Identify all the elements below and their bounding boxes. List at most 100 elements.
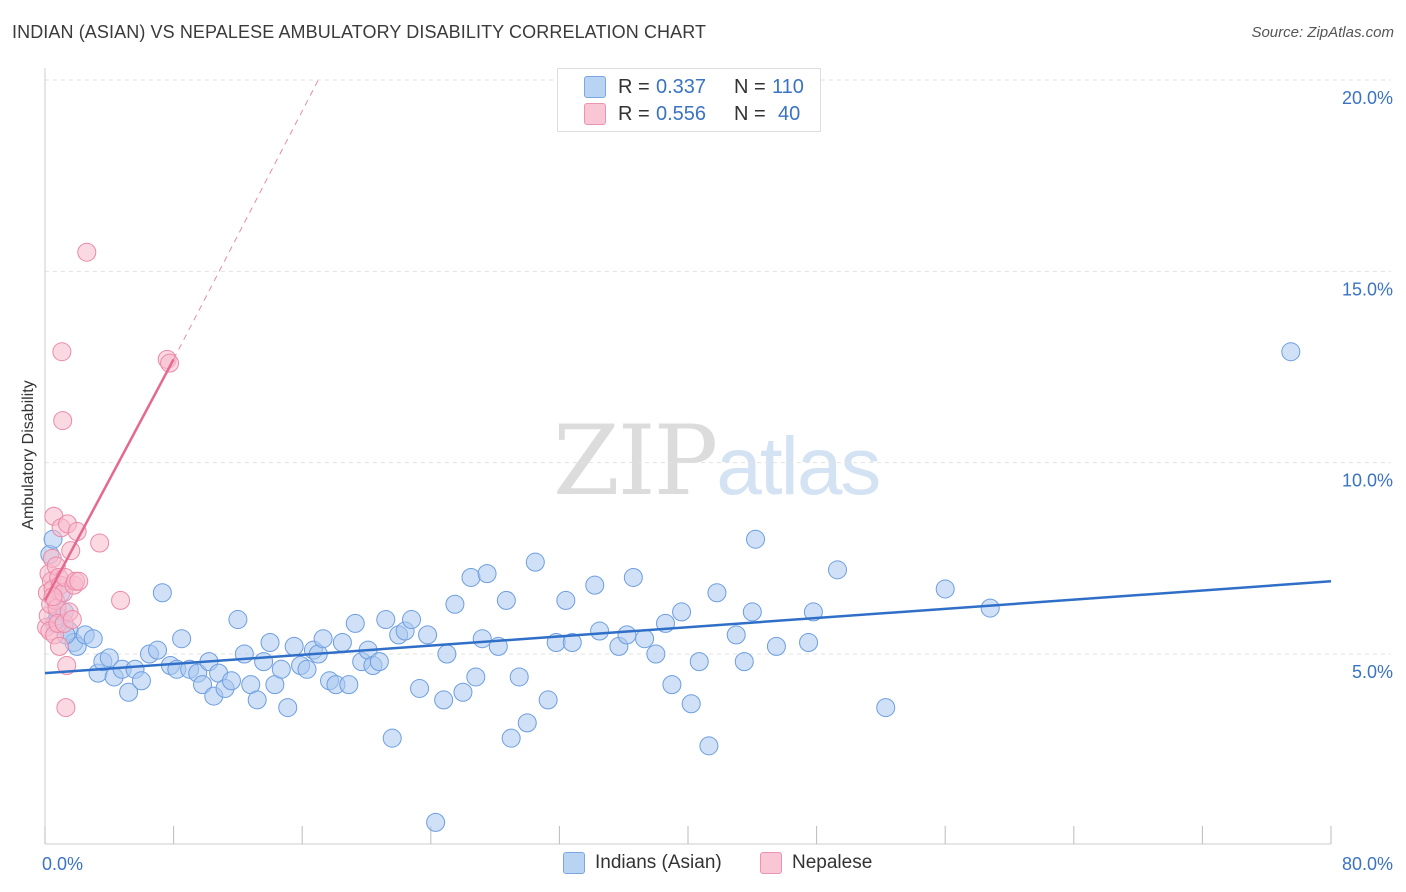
- data-point-indians: [766, 636, 786, 656]
- data-point-indians: [827, 560, 847, 580]
- legend-n-value: 40: [778, 102, 801, 125]
- legend-r-label: R =: [618, 75, 650, 98]
- data-point-indians: [345, 613, 365, 633]
- data-point-indians: [556, 590, 576, 610]
- data-point-indians: [672, 602, 692, 622]
- data-point-nepalese: [62, 610, 82, 630]
- data-point-indians: [119, 682, 139, 702]
- data-point-indians: [742, 602, 762, 622]
- data-point-indians: [382, 728, 402, 748]
- data-point-indians: [699, 736, 719, 756]
- data-point-indians: [689, 652, 709, 672]
- data-point-indians: [538, 690, 558, 710]
- data-point-indians: [152, 583, 172, 603]
- data-point-indians: [402, 610, 422, 630]
- legend-swatch-nepalese: [584, 103, 606, 125]
- bottom-legend-nepalese: Nepalese: [760, 852, 872, 874]
- data-point-indians: [585, 575, 605, 595]
- stats-legend-row-nepalese: R = 0.556 N = 40: [558, 101, 800, 127]
- data-point-indians: [131, 671, 151, 691]
- x-tick-label: 0.0%: [42, 854, 83, 874]
- data-point-indians: [562, 633, 582, 653]
- data-point-indians: [172, 629, 192, 649]
- data-point-indians: [681, 694, 701, 714]
- data-point-indians: [466, 667, 486, 687]
- data-point-indians: [453, 682, 473, 702]
- y-tick-label: 5.0%: [1352, 662, 1393, 682]
- data-point-indians: [746, 529, 766, 549]
- data-point-nepalese: [52, 342, 72, 362]
- legend-n-label: N =: [734, 75, 766, 98]
- data-point-indians: [980, 598, 1000, 618]
- data-point-indians: [646, 644, 666, 664]
- trend-lines: [43, 79, 1332, 675]
- legend-r-label: R =: [618, 102, 650, 125]
- data-point-indians: [1281, 342, 1301, 362]
- bottom-legend-swatch-nepalese: [760, 852, 782, 874]
- stats-legend-row-indians: R = 0.337 N = 110: [558, 74, 804, 100]
- data-point-indians: [517, 713, 537, 733]
- bottom-legend-label-indians: Indians (Asian): [595, 852, 722, 873]
- y-tick-label: 10.0%: [1342, 471, 1393, 491]
- chart-title: INDIAN (ASIAN) VS NEPALESE AMBULATORY DI…: [12, 22, 707, 42]
- watermark: ZIPatlas: [553, 405, 881, 517]
- data-point-indians: [525, 552, 545, 572]
- data-point-indians: [148, 640, 168, 660]
- data-point-indians: [461, 567, 481, 587]
- bottom-legend-swatch-indians: [563, 852, 585, 874]
- data-point-indians: [221, 671, 241, 691]
- source-credit: Source: ZipAtlas.com: [1251, 24, 1394, 41]
- data-point-nepalese: [56, 698, 76, 718]
- data-point-indians: [410, 678, 430, 698]
- data-point-indians: [271, 659, 291, 679]
- data-point-indians: [803, 602, 823, 622]
- legend-r-value: 0.556: [656, 102, 707, 125]
- data-point-indians: [228, 610, 248, 630]
- data-point-indians: [623, 567, 643, 587]
- y-tick-label: 15.0%: [1342, 279, 1393, 299]
- axes: [44, 68, 1332, 845]
- data-point-indians: [260, 633, 280, 653]
- data-point-indians: [313, 629, 333, 649]
- data-point-indians: [254, 652, 274, 672]
- data-point-indians: [707, 583, 727, 603]
- legend-swatch-indians: [584, 76, 606, 98]
- data-point-indians: [496, 590, 516, 610]
- data-point-indians: [477, 564, 497, 584]
- series-indians-asian-points: [40, 342, 1301, 832]
- data-point-indians: [376, 610, 396, 630]
- data-point-nepalese: [53, 411, 73, 431]
- data-point-indians: [799, 633, 819, 653]
- data-point-nepalese: [57, 655, 77, 675]
- data-point-indians: [935, 579, 955, 599]
- data-point-indians: [426, 812, 446, 832]
- data-point-indians: [726, 625, 746, 645]
- data-point-nepalese: [111, 590, 131, 610]
- data-point-indians: [509, 667, 529, 687]
- data-point-indians: [193, 675, 213, 695]
- data-point-indians: [278, 698, 298, 718]
- watermark-zip: ZIP: [553, 405, 718, 517]
- data-point-indians: [501, 728, 521, 748]
- trend-line-nepalese-extension: [173, 79, 319, 360]
- data-point-indians: [445, 594, 465, 614]
- data-point-indians: [437, 644, 457, 664]
- data-point-indians: [369, 652, 389, 672]
- data-point-indians: [284, 636, 304, 656]
- data-point-indians: [297, 659, 317, 679]
- data-point-indians: [635, 629, 655, 649]
- bottom-legend-label-nepalese: Nepalese: [792, 852, 873, 873]
- data-point-indians: [662, 675, 682, 695]
- legend-n-label: N =: [734, 102, 766, 125]
- data-point-indians: [617, 625, 637, 645]
- x-tick-label: 80.0%: [1342, 854, 1393, 874]
- data-point-indians: [418, 625, 438, 645]
- data-point-nepalese: [69, 571, 89, 591]
- grid-lines: [45, 79, 1391, 655]
- data-point-indians: [472, 629, 492, 649]
- data-point-indians: [590, 621, 610, 641]
- y-tick-label: 20.0%: [1342, 88, 1393, 108]
- data-point-indians: [247, 690, 267, 710]
- data-point-indians: [332, 633, 352, 653]
